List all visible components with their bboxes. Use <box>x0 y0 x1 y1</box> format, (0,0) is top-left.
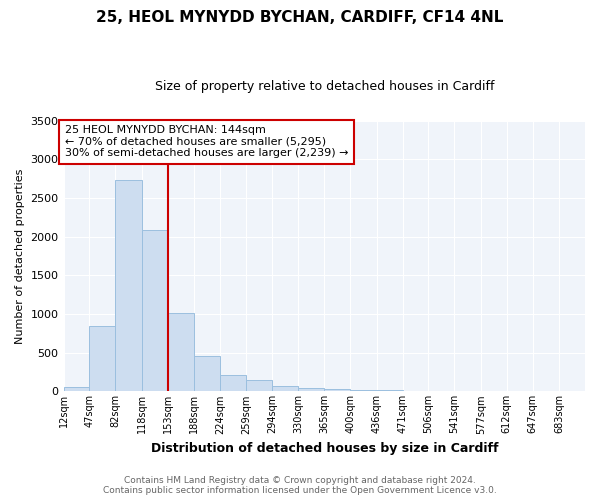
Bar <box>115 180 142 392</box>
Bar <box>246 380 272 392</box>
Y-axis label: Number of detached properties: Number of detached properties <box>15 168 25 344</box>
Title: Size of property relative to detached houses in Cardiff: Size of property relative to detached ho… <box>155 80 494 93</box>
X-axis label: Distribution of detached houses by size in Cardiff: Distribution of detached houses by size … <box>151 442 498 455</box>
Text: 25 HEOL MYNYDD BYCHAN: 144sqm
← 70% of detached houses are smaller (5,295)
30% o: 25 HEOL MYNYDD BYCHAN: 144sqm ← 70% of d… <box>65 125 349 158</box>
Bar <box>272 386 298 392</box>
Bar <box>350 390 377 392</box>
Text: Contains HM Land Registry data © Crown copyright and database right 2024.
Contai: Contains HM Land Registry data © Crown c… <box>103 476 497 495</box>
Bar <box>298 388 324 392</box>
Bar <box>142 230 167 392</box>
Text: 25, HEOL MYNYDD BYCHAN, CARDIFF, CF14 4NL: 25, HEOL MYNYDD BYCHAN, CARDIFF, CF14 4N… <box>97 10 503 25</box>
Bar <box>324 389 350 392</box>
Bar <box>194 356 220 392</box>
Bar <box>220 375 246 392</box>
Bar <box>167 313 194 392</box>
Bar <box>403 390 428 392</box>
Bar <box>377 390 403 392</box>
Bar <box>89 326 115 392</box>
Bar <box>64 387 89 392</box>
